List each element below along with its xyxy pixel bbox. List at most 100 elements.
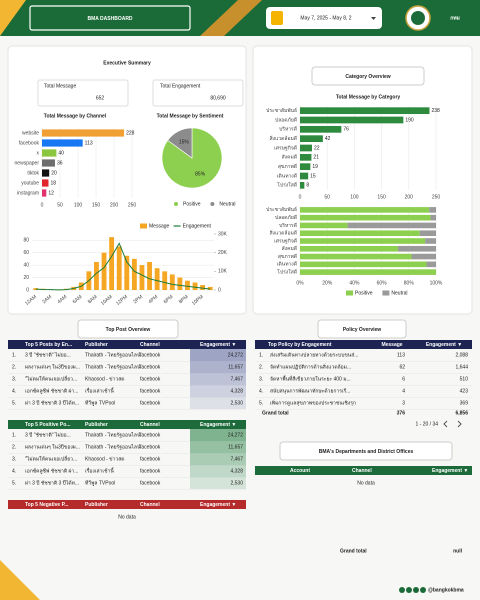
table-cell: "ไม่ตมให้คนเจอเปลี่ยว... xyxy=(25,375,77,382)
social-icon[interactable] xyxy=(406,587,412,593)
bar xyxy=(42,149,57,157)
x-tick-label: 8AM xyxy=(87,294,99,305)
table-cell: สนับสนุนการพัฒนาทักษะด้วยการเรี... xyxy=(270,387,350,394)
y2-tick-label: 10K xyxy=(218,269,228,275)
table-cell: 5. xyxy=(259,400,263,406)
column-header: Top 5 Positive Po... xyxy=(25,422,71,428)
heading-box xyxy=(77,319,179,339)
y2-tick-label: 0 xyxy=(218,287,221,293)
column-header: Engagement ▼ xyxy=(432,468,468,474)
table-cell: facebook xyxy=(140,400,161,406)
table-header xyxy=(8,500,246,509)
bar xyxy=(185,280,190,290)
data-label: 40 xyxy=(58,150,64,156)
column-header: Publisher xyxy=(85,422,108,428)
date-picker[interactable] xyxy=(266,7,382,29)
social-icon[interactable] xyxy=(413,587,419,593)
column-header: Engagement ▼ xyxy=(426,342,462,348)
table-cell: facebook xyxy=(140,376,161,382)
grand-total: Grand total xyxy=(262,410,289,416)
table-cell: facebook xyxy=(140,456,161,462)
table-cell: 24,272 xyxy=(228,352,244,358)
legend-label: Positive xyxy=(183,201,201,207)
grand-total: 376 xyxy=(397,410,406,416)
y-tick-label: 80 xyxy=(23,238,29,244)
column-header: Publisher xyxy=(85,342,108,348)
prev-page[interactable] xyxy=(443,420,448,428)
table-cell: 1,644 xyxy=(455,364,468,370)
table-cell: facebook xyxy=(140,352,161,358)
y2-tick-label: 30K xyxy=(218,231,228,237)
table-cell: 423 xyxy=(460,388,469,394)
data-label: 42 xyxy=(325,136,331,142)
y-tick-label: บริหารดี xyxy=(279,222,297,229)
table-cell: facebook xyxy=(140,432,161,438)
next-page[interactable] xyxy=(457,420,462,428)
heading-box xyxy=(311,66,425,86)
table-cell: ส่งเสริมเดินทางปลายทางด้วยระบบขนส่... xyxy=(270,351,358,358)
bar xyxy=(300,116,404,124)
bar xyxy=(109,237,115,290)
y-tick-label: ปลอดภัยดี xyxy=(275,116,297,123)
section-title: Category Overview xyxy=(345,74,390,80)
kpi-card xyxy=(152,79,244,107)
engagement-cell xyxy=(190,373,246,385)
engagement-cell xyxy=(190,477,246,489)
y2-tick-label: 20K xyxy=(218,250,228,256)
heading-box xyxy=(279,441,453,461)
data-label: 113 xyxy=(85,140,93,146)
bar xyxy=(300,135,323,143)
x-tick-label: 2PM xyxy=(132,294,144,305)
social-icon[interactable] xyxy=(399,587,405,593)
header-decor xyxy=(200,0,262,36)
engagement-cell xyxy=(190,361,246,373)
social-icon[interactable] xyxy=(420,587,426,593)
table-cell: 11,657 xyxy=(228,444,243,450)
bar xyxy=(162,271,168,290)
table-cell: ผ่า 3 ปี ชัชชาติ 3 ปีได้ท... xyxy=(25,479,79,486)
engagement-cell xyxy=(190,397,246,409)
table-cell: Thairath - ไทยรัฐออนไลน์ xyxy=(85,431,141,438)
y-tick-label: 20 xyxy=(23,275,29,281)
table-cell: 6 xyxy=(402,376,405,382)
bar xyxy=(169,274,175,290)
table-cell: 3 ปี "ชัชชาติ" ไม่ยอ... xyxy=(25,431,71,438)
y-tick-label: tiktok xyxy=(27,170,39,176)
social-handle: @bangkokbma xyxy=(428,587,464,593)
table-header xyxy=(8,340,246,349)
bar xyxy=(94,262,99,290)
bar xyxy=(42,179,49,187)
table-cell: 4 xyxy=(402,388,405,394)
y-tick-label: newspaper xyxy=(15,160,40,166)
bar xyxy=(207,286,213,290)
y-tick-label: 60 xyxy=(23,250,29,256)
y-tick-label: instagram xyxy=(17,190,39,196)
bar xyxy=(300,107,430,115)
section-title: Top Post Overview xyxy=(106,327,151,333)
x-tick-label: 200 xyxy=(110,202,119,208)
table-cell: 3. xyxy=(12,456,16,462)
y-tick-label: เศรษฐกิจดี xyxy=(274,144,297,151)
calendar-icon xyxy=(271,11,283,25)
kpi-value: 80,690 xyxy=(210,95,226,101)
column-header: Channel xyxy=(140,502,160,508)
logo-seal xyxy=(411,11,425,25)
engagement-cell xyxy=(190,465,246,477)
table-cell: 24,272 xyxy=(228,432,244,438)
kpi-card xyxy=(37,79,129,107)
x-tick-label: 50 xyxy=(324,194,330,200)
column-header: Top Policy by Engagement xyxy=(268,342,332,348)
dashboard-title: BMA DASHBOARD xyxy=(87,16,132,22)
column-header: Engagement ▼ xyxy=(200,422,236,428)
bar-segment xyxy=(425,238,436,244)
x-tick-label: 150 xyxy=(377,194,386,200)
bar xyxy=(300,153,312,161)
x-tick-label: 80% xyxy=(404,280,415,286)
y-tick-label: x xyxy=(37,150,40,156)
engagement-cell xyxy=(190,453,246,465)
footer-decor xyxy=(0,560,40,600)
table-cell: 11,657 xyxy=(228,364,243,370)
date-range: May 7, 2025 - May 8, 2 xyxy=(300,15,351,21)
engagement-cell xyxy=(190,385,246,397)
